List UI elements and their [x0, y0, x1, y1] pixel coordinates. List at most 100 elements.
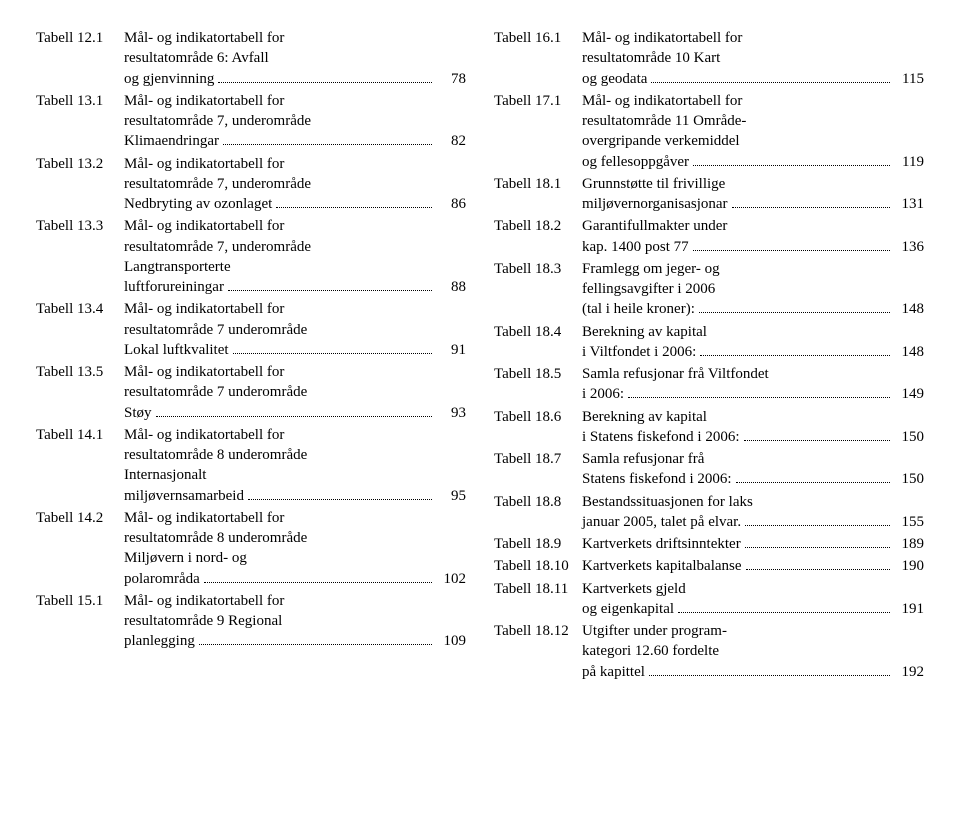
toc-last-line: miljøvernsamarbeid 95: [124, 486, 466, 506]
toc-entry: Tabell 13.2Mål- og indikatortabell forre…: [36, 154, 466, 215]
toc-line: Samla refusjonar frå: [582, 449, 924, 469]
toc-last-text: og geodata: [582, 69, 647, 89]
toc-entry: Tabell 18.10Kartverkets kapitalbalanse19…: [494, 556, 924, 576]
toc-entry: Tabell 18.2Garantifullmakter underkap. 1…: [494, 216, 924, 257]
toc-last-text: i 2006:: [582, 384, 624, 404]
toc-line: resultatområde 7 underområde: [124, 382, 466, 402]
toc-description: Bestandssituasjonen for laksjanuar 2005,…: [582, 492, 924, 533]
toc-label: Tabell 18.12: [494, 621, 582, 641]
toc-description: Mål- og indikatortabell forresultatområd…: [124, 91, 466, 152]
toc-line: resultatområde 8 underområde: [124, 528, 466, 548]
toc-entry: Tabell 13.3Mål- og indikatortabell forre…: [36, 216, 466, 297]
toc-line: Berekning av kapital: [582, 407, 924, 427]
toc-page: 149: [894, 384, 924, 404]
toc-page: 93: [436, 403, 466, 423]
toc-line: Mål- og indikatortabell for: [124, 28, 466, 48]
toc-label: Tabell 13.3: [36, 216, 124, 236]
toc-leader: [745, 534, 890, 548]
toc-last-text: polarområda: [124, 569, 200, 589]
toc-line: Framlegg om jeger- og: [582, 259, 924, 279]
toc-page: 119: [894, 152, 924, 172]
toc-leader: [156, 403, 432, 417]
toc-label: Tabell 14.2: [36, 508, 124, 528]
toc-last-text: Nedbryting av ozonlaget: [124, 194, 272, 214]
toc-line: Grunnstøtte til frivillige: [582, 174, 924, 194]
toc-last-text: miljøvernsamarbeid: [124, 486, 244, 506]
toc-line: fellingsavgifter i 2006: [582, 279, 924, 299]
toc-line: resultatområde 7 underområde: [124, 320, 466, 340]
toc-entry: Tabell 14.1Mål- og indikatortabell forre…: [36, 425, 466, 506]
toc-last-text: Kartverkets kapitalbalanse: [582, 556, 742, 576]
toc-leader: [678, 599, 890, 613]
toc-last-line: Nedbryting av ozonlaget86: [124, 194, 466, 214]
toc-line: Mål- og indikatortabell for: [124, 299, 466, 319]
toc-description: Framlegg om jeger- ogfellingsavgifter i …: [582, 259, 924, 320]
toc-line: Samla refusjonar frå Viltfondet: [582, 364, 924, 384]
toc-entry: Tabell 18.6Berekning av kapitali Statens…: [494, 407, 924, 448]
toc-line: Mål- og indikatortabell for: [124, 91, 466, 111]
toc-page: 192: [894, 662, 924, 682]
toc-last-line: (tal i heile kroner):148: [582, 299, 924, 319]
toc-line: Mål- og indikatortabell for: [124, 362, 466, 382]
toc-last-text: i Viltfondet i 2006:: [582, 342, 696, 362]
toc-description: Mål- og indikatortabell forresultatområd…: [582, 28, 924, 89]
toc-leader: [628, 385, 890, 399]
toc-label: Tabell 17.1: [494, 91, 582, 111]
toc-page: 115: [894, 69, 924, 89]
toc-label: Tabell 18.11: [494, 579, 582, 599]
toc-last-line: og fellesoppgåver119: [582, 152, 924, 172]
toc-leader: [218, 69, 432, 83]
toc-leader: [693, 152, 890, 166]
toc-last-line: Lokal luftkvalitet91: [124, 340, 466, 360]
toc-label: Tabell 18.6: [494, 407, 582, 427]
toc-last-line: og geodata 115: [582, 69, 924, 89]
toc-description: Berekning av kapitali Viltfondet i 2006:…: [582, 322, 924, 363]
toc-leader: [649, 662, 890, 676]
toc-label: Tabell 18.1: [494, 174, 582, 194]
toc-label: Tabell 18.5: [494, 364, 582, 384]
toc-description: Mål- og indikatortabell forresultatområd…: [124, 591, 466, 652]
toc-line: kategori 12.60 fordelte: [582, 641, 924, 661]
toc-page: 131: [894, 194, 924, 214]
toc-line: Mål- og indikatortabell for: [124, 216, 466, 236]
toc-page: 109: [436, 631, 466, 651]
toc-page: 102: [436, 569, 466, 589]
toc-leader: [736, 470, 890, 484]
toc-page: 95: [436, 486, 466, 506]
toc-page: 136: [894, 237, 924, 257]
toc-page: 189: [894, 534, 924, 554]
toc-last-line: januar 2005, talet på elvar.155: [582, 512, 924, 532]
toc-description: Mål- og indikatortabell forresultatområd…: [124, 28, 466, 89]
toc-description: Mål- og indikatortabell forresultatområd…: [124, 425, 466, 506]
toc-leader: [699, 300, 890, 314]
toc-leader: [745, 512, 890, 526]
toc-description: Mål- og indikatortabell forresultatområd…: [124, 216, 466, 297]
toc-description: Kartverkets gjeldog eigenkapital191: [582, 579, 924, 620]
toc-line: Mål- og indikatortabell for: [124, 591, 466, 611]
toc-entry: Tabell 18.9Kartverkets driftsinntekter18…: [494, 534, 924, 554]
toc-column-left: Tabell 12.1Mål- og indikatortabell forre…: [36, 28, 466, 684]
toc-page: 155: [894, 512, 924, 532]
toc-line: resultatområde 7, underområde: [124, 174, 466, 194]
toc-last-text: planlegging: [124, 631, 195, 651]
toc-description: Mål- og indikatortabell forresultatområd…: [124, 299, 466, 360]
toc-last-text: Lokal luftkvalitet: [124, 340, 229, 360]
toc-page: 78: [436, 69, 466, 89]
toc-description: Mål- og indikatortabell forresultatområd…: [124, 508, 466, 589]
toc-entry: Tabell 18.12Utgifter under program-kateg…: [494, 621, 924, 682]
toc-page: 82: [436, 131, 466, 151]
toc-last-line: i Statens fiskefond i 2006:150: [582, 427, 924, 447]
toc-leader: [204, 569, 432, 583]
toc-columns: Tabell 12.1Mål- og indikatortabell forre…: [36, 28, 924, 684]
toc-page: 148: [894, 299, 924, 319]
toc-label: Tabell 12.1: [36, 28, 124, 48]
toc-leader: [233, 340, 432, 354]
toc-last-line: Kartverkets kapitalbalanse190: [582, 556, 924, 576]
toc-line: resultatområde 7, underområde: [124, 111, 466, 131]
toc-last-text: Klimaendringar: [124, 131, 219, 151]
toc-line: resultatområde 8 underområde: [124, 445, 466, 465]
toc-page: 88: [436, 277, 466, 297]
toc-description: Utgifter under program-kategori 12.60 fo…: [582, 621, 924, 682]
toc-last-line: i 2006: 149: [582, 384, 924, 404]
toc-last-line: Klimaendringar 82: [124, 131, 466, 151]
